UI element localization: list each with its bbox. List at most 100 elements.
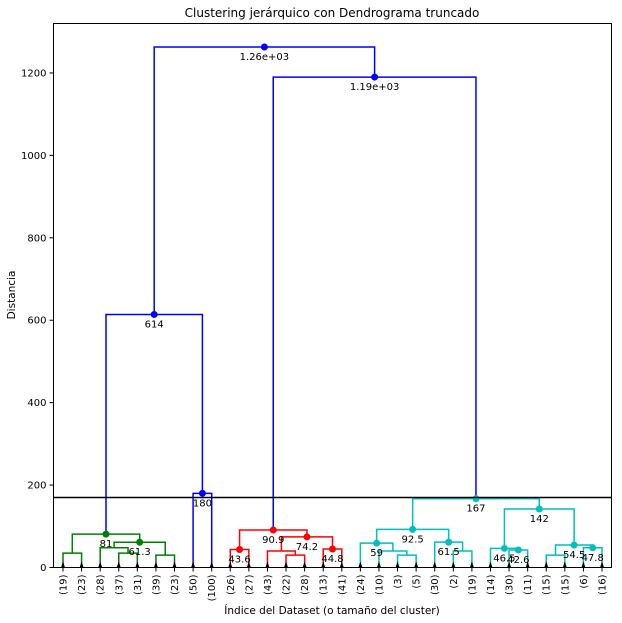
x-leaf-label: (100) [207, 574, 218, 601]
merge-height-label: 54.5 [563, 550, 585, 561]
x-leaf-label: (23) [170, 574, 181, 595]
truncated-leaf-marker [116, 561, 121, 568]
truncated-leaf-marker [172, 561, 177, 568]
merge-height-label: 81 [100, 539, 113, 550]
x-leaf-label: (3) [393, 574, 404, 588]
merge-height-label: 44.8 [321, 554, 343, 565]
merge-point [150, 310, 158, 318]
y-axis: 0 200 400 600 800 1000 1200 [21, 68, 54, 574]
truncated-leaf-marker [265, 561, 270, 568]
merge-height-label: 61.5 [438, 547, 460, 558]
truncated-leaf-marker [98, 561, 103, 568]
x-leaf-label: (28) [300, 574, 311, 595]
merge-point [589, 544, 597, 552]
y-tick-label: 600 [27, 316, 46, 327]
x-leaf-label: (16) [598, 574, 609, 595]
x-leaf-label: (30) [505, 574, 516, 595]
truncated-leaf-marker [339, 561, 344, 568]
dendrogram-link [155, 554, 176, 568]
x-leaf-label: (14) [486, 574, 497, 595]
x-leaf-label: (23) [77, 574, 88, 595]
truncated-leaf-marker [302, 561, 307, 568]
merge-point [329, 545, 336, 553]
merge-point [373, 539, 381, 547]
truncated-leaf-marker [469, 561, 474, 568]
merge-point [269, 526, 277, 534]
y-tick-label: 800 [27, 233, 46, 244]
x-axis-label: Índice del Dataset (o tamaño del cluster… [224, 604, 439, 617]
truncated-leaf-marker [79, 561, 84, 568]
x-leaf-label: (10) [374, 574, 385, 595]
dendrogram-link [105, 313, 204, 535]
x-leaf-label: (31) [133, 574, 144, 595]
dendrogram-link [266, 550, 297, 568]
x-leaf-label: (11) [523, 574, 534, 595]
x-axis: (19) (23) (28) (37) (31) (39) (23) (50) (100) (26… [59, 567, 609, 601]
chart-title: Clustering jerárquico con Dendrograma tr… [185, 6, 480, 20]
merge-height-label: 61.3 [129, 547, 151, 558]
truncated-leaf-marker [358, 561, 363, 568]
truncated-leaf-marker [525, 561, 530, 568]
merge-point [260, 43, 268, 51]
plot-frame [53, 23, 612, 568]
x-leaf-label: (39) [151, 574, 162, 595]
merge-height-label: 43.6 [228, 555, 250, 566]
truncated-leaf-marker [376, 561, 381, 568]
x-leaf-label: (19) [467, 574, 478, 595]
x-leaf-label: (22) [282, 574, 293, 595]
merge-point [472, 495, 480, 503]
merge-point [514, 546, 522, 554]
truncated-leaf-marker [61, 561, 65, 568]
x-leaf-label: (5) [412, 574, 423, 588]
x-leaf-label: (27) [244, 574, 255, 595]
x-leaf-label: (50) [189, 574, 200, 595]
y-tick-label: 200 [27, 481, 46, 492]
x-leaf-label: (15) [542, 574, 553, 595]
merge-point [236, 546, 244, 554]
merge-height-label: 59 [370, 548, 383, 559]
truncated-leaf-marker [562, 561, 567, 568]
truncated-leaf-marker [135, 561, 140, 568]
x-leaf-label: (2) [449, 574, 460, 588]
merge-height-label: 1.19e+03 [350, 82, 400, 93]
truncated-leaf-marker [600, 561, 604, 568]
truncated-leaf-marker [321, 561, 326, 568]
merge-point [198, 489, 206, 497]
merge-point [500, 544, 508, 552]
merge-height-label: 167 [466, 504, 485, 515]
merge-point [570, 541, 578, 549]
truncated-leaf-marker [228, 561, 233, 568]
merge-height-label: 47.8 [582, 553, 604, 564]
merge-height-label: 142 [530, 514, 549, 525]
merge-height-label: 1.26e+03 [240, 52, 290, 63]
dendrogram-link [378, 550, 408, 568]
x-leaf-label: (28) [96, 574, 107, 595]
truncated-leaf-marker [432, 561, 437, 568]
merge-height-label: 42.6 [507, 555, 529, 566]
y-tick-label: 400 [27, 398, 46, 409]
x-leaf-label: (41) [337, 574, 348, 595]
y-tick-label: 1000 [21, 151, 46, 162]
merge-point [136, 538, 144, 546]
truncated-leaf-marker [581, 561, 586, 568]
truncated-leaf-marker [488, 561, 493, 568]
dendrogram-link [153, 46, 376, 315]
merge-height-label: 74.2 [296, 542, 318, 553]
truncated-leaf-marker [209, 561, 214, 568]
dendrogram-links [62, 46, 603, 568]
truncated-leaf-marker [451, 561, 456, 568]
x-leaf-label: (6) [579, 574, 590, 588]
x-leaf-label: (24) [356, 574, 367, 595]
x-leaf-label: (15) [560, 574, 571, 595]
dendrogram-link [396, 554, 417, 568]
dendrogram-link [62, 552, 83, 568]
truncated-leaf-marker [544, 561, 549, 568]
merge-height-label: 614 [145, 319, 164, 330]
merge-height-label: 92.5 [402, 534, 424, 545]
merge-point [445, 538, 453, 546]
truncated-leaf-marker [246, 561, 251, 568]
merge-height-label: 90.9 [262, 535, 284, 546]
merge-point [535, 505, 543, 513]
x-leaf-label: (19) [59, 574, 70, 595]
